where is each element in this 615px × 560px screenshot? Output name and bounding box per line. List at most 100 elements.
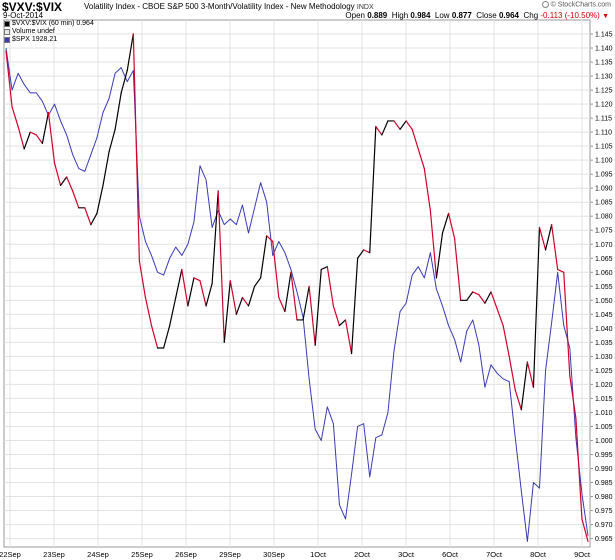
x-tick-label: 2Oct — [354, 550, 371, 559]
ratio-series-segment — [338, 319, 347, 327]
ratio-series-segment — [217, 190, 225, 343]
symbol-title: $VXV:$VIX — [2, 0, 63, 14]
legend-label-ratio: $VXV:$VIX (60 min) 0.964 — [12, 20, 94, 27]
ratio-series-segment — [538, 226, 547, 251]
y-tick-label: 1.145 — [595, 32, 613, 39]
legend-swatch-spx — [4, 37, 10, 43]
ratio-series-segment — [108, 128, 116, 153]
ratio-series-segment — [114, 92, 122, 130]
legend-item-spx: $SPX 1928.21 — [4, 36, 94, 44]
ratio-series-segment — [544, 224, 553, 251]
ratio-series-segment — [411, 128, 419, 150]
y-tick-label: 1.025 — [595, 368, 613, 375]
ratio-series-segment — [569, 375, 577, 419]
y-tick-label: 1.135 — [595, 60, 613, 67]
high-label: High — [391, 11, 409, 20]
ratio-series-segment — [35, 134, 43, 144]
ratio-series-segment — [199, 280, 207, 307]
chart-header: $VXV:$VIX Volatility Index - CBOE S&P 50… — [0, 0, 615, 20]
ratio-series-segment — [399, 120, 407, 130]
ratio-series-segment — [508, 355, 516, 391]
ratio-series-segment — [150, 324, 159, 349]
x-tick-label: 7Oct — [486, 550, 503, 559]
ratio-series-segment — [575, 417, 583, 520]
chg-label: Chg — [523, 11, 539, 20]
ratio-series-segment — [532, 226, 541, 388]
y-tick-label: 0.965 — [595, 536, 613, 543]
y-tick-label: 1.065 — [595, 256, 613, 263]
ratio-series-segment — [223, 280, 231, 343]
x-tick-label: 9Oct — [574, 550, 591, 559]
spx-series-line — [5, 47, 589, 542]
ratio-series-segment — [72, 190, 80, 209]
x-tick-label: 23Sep — [43, 550, 65, 559]
open-value: 0.889 — [367, 11, 388, 20]
y-tick-label: 0.970 — [595, 522, 613, 529]
y-tick-label: 1.125 — [595, 88, 613, 95]
ratio-series-segment — [423, 167, 431, 212]
ratio-series-segment — [163, 324, 171, 349]
y-tick-label: 1.140 — [595, 46, 613, 53]
ratio-series-segment — [132, 33, 140, 262]
ratio-series-segment — [5, 50, 13, 108]
y-tick-label: 1.075 — [595, 228, 613, 235]
grid-lines — [4, 20, 590, 547]
open-label: Open — [345, 11, 365, 20]
y-tick-label: 1.035 — [595, 340, 613, 347]
quote-summary: Open 0.889 High 0.984 Low 0.877 Close 0.… — [345, 11, 609, 20]
ratio-series-segment — [23, 131, 31, 150]
ratio-series-segment — [126, 33, 134, 72]
quote-date: 9-Oct-2014 — [3, 11, 44, 20]
ratio-series-segment — [520, 361, 528, 411]
y-tick-label: 1.050 — [595, 298, 613, 305]
x-tick-label: 29Sep — [219, 550, 241, 559]
ratio-series-segment — [193, 277, 201, 282]
ratio-series-segment — [502, 324, 510, 357]
y-tick-label: 1.130 — [595, 74, 613, 81]
ratio-series-segment — [466, 291, 474, 301]
ratio-series-segment — [496, 308, 504, 327]
series-lines — [5, 33, 589, 542]
y-tick-label: 1.000 — [595, 438, 613, 445]
ratio-series-segment — [375, 125, 383, 136]
y-axis: 0.965 0.970 0.975 0.980 0.985 0.990 0.995 1.000… — [590, 32, 613, 543]
x-tick-label: 22Sep — [0, 550, 21, 559]
y-tick-label: 0.990 — [595, 466, 613, 473]
low-value: 0.877 — [451, 11, 472, 20]
y-tick-label: 0.975 — [595, 508, 613, 515]
ratio-series-segment — [363, 249, 371, 254]
ratio-series-segment — [563, 271, 571, 377]
ratio-series-segment — [405, 120, 413, 130]
stockcharts-credit: © StockCharts.com — [541, 1, 611, 8]
ratio-series-segment — [454, 238, 462, 301]
ratio-series-segment — [175, 268, 183, 299]
y-tick-label: 0.995 — [595, 452, 613, 459]
chg-value: -0.113 (-10.50%) — [540, 11, 600, 20]
y-tick-label: 1.115 — [595, 116, 612, 123]
ratio-series-segment — [53, 162, 62, 186]
y-tick-label: 0.985 — [595, 480, 613, 487]
ratio-series-segment — [278, 296, 286, 313]
y-tick-label: 1.015 — [595, 396, 613, 403]
ratio-series-segment — [417, 148, 425, 170]
ratio-series-segment — [369, 125, 377, 254]
ratio-series-segment — [393, 120, 401, 130]
y-tick-label: 1.110 — [595, 130, 612, 137]
x-tick-label: 8Oct — [530, 550, 547, 559]
ratio-series-segment — [551, 224, 559, 271]
y-tick-label: 0.980 — [595, 494, 613, 501]
x-tick-label: 6Oct — [442, 550, 459, 559]
ratio-series-segment — [66, 176, 74, 192]
y-tick-label: 1.095 — [595, 172, 613, 179]
ratio-series-segment — [102, 151, 110, 186]
x-tick-label: 1Oct — [310, 550, 327, 559]
y-tick-label: 1.045 — [595, 312, 613, 319]
close-value: 0.964 — [498, 11, 520, 20]
ratio-series-segment — [260, 235, 268, 279]
ratio-series-segment — [11, 106, 19, 128]
high-value: 0.984 — [410, 11, 431, 20]
legend-label-spx: $SPX 1928.21 — [12, 36, 58, 43]
ratio-series-segment — [308, 285, 316, 346]
ratio-series-segment — [120, 69, 128, 94]
stockcharts-logo-icon — [541, 1, 549, 8]
